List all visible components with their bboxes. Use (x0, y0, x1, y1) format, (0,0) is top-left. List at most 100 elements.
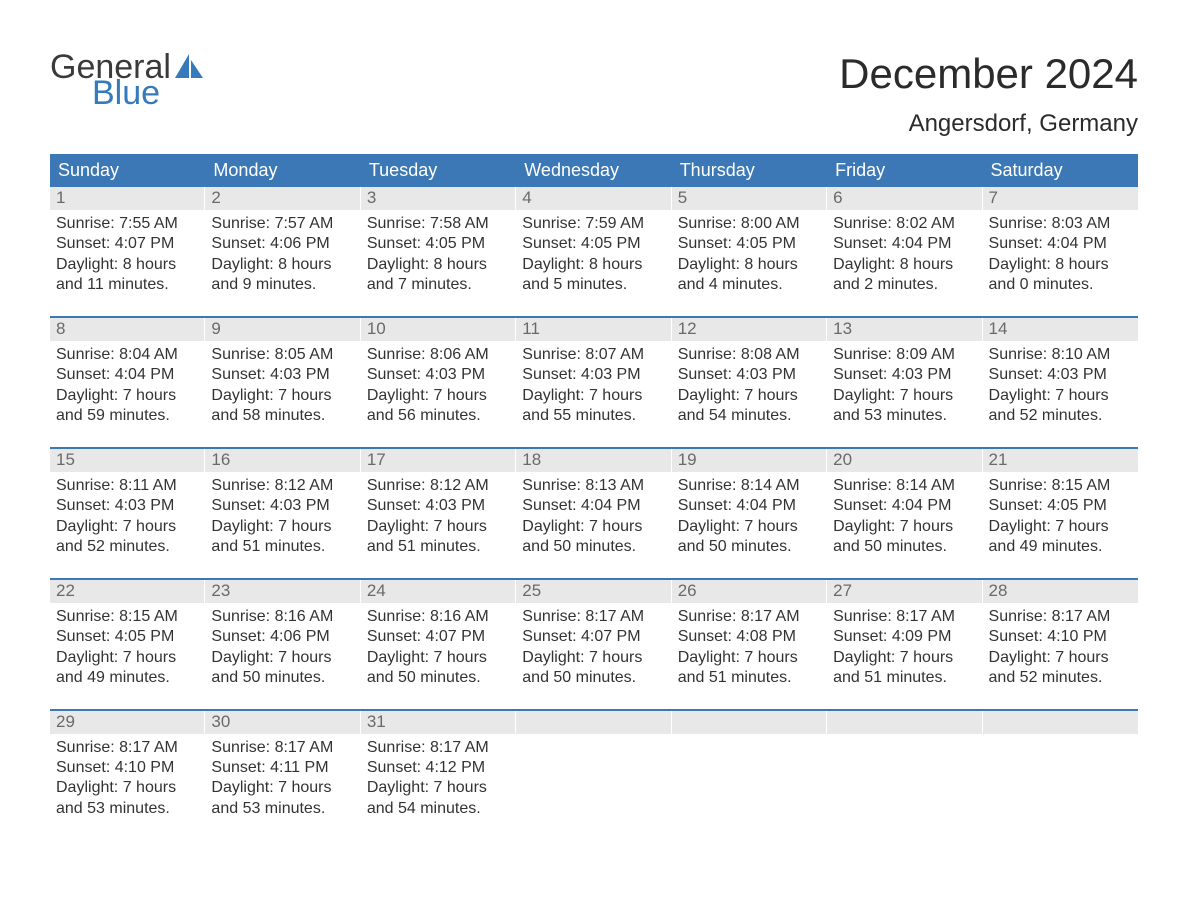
day-number: 2 (205, 187, 360, 210)
daylight-line-1: Daylight: 7 hours (56, 778, 199, 798)
day-number: 29 (50, 711, 205, 734)
daylight-line-2: and 5 minutes. (522, 275, 665, 295)
day-details: Sunrise: 8:17 AMSunset: 4:10 PMDaylight:… (50, 734, 205, 824)
daylight-line-1: Daylight: 7 hours (211, 386, 354, 406)
daylight-line-1: Daylight: 7 hours (989, 517, 1132, 537)
day-details (983, 734, 1138, 742)
sunrise-line: Sunrise: 8:09 AM (833, 345, 976, 365)
sunrise-line: Sunrise: 8:08 AM (678, 345, 821, 365)
sunrise-line: Sunrise: 8:17 AM (211, 738, 354, 758)
day-details: Sunrise: 7:55 AMSunset: 4:07 PMDaylight:… (50, 210, 205, 300)
day-number (672, 711, 827, 734)
calendar-day: 6Sunrise: 8:02 AMSunset: 4:04 PMDaylight… (827, 187, 982, 300)
day-details: Sunrise: 8:16 AMSunset: 4:06 PMDaylight:… (205, 603, 360, 693)
calendar-day: 24Sunrise: 8:16 AMSunset: 4:07 PMDayligh… (361, 580, 516, 693)
sunrise-line: Sunrise: 7:59 AM (522, 214, 665, 234)
day-details: Sunrise: 8:06 AMSunset: 4:03 PMDaylight:… (361, 341, 516, 431)
daylight-line-1: Daylight: 7 hours (522, 517, 665, 537)
sunset-line: Sunset: 4:05 PM (522, 234, 665, 254)
calendar-day (983, 711, 1138, 824)
daylight-line-1: Daylight: 7 hours (211, 778, 354, 798)
daylight-line-1: Daylight: 7 hours (989, 648, 1132, 668)
month-title: December 2024 (839, 50, 1138, 98)
day-number: 8 (50, 318, 205, 341)
calendar-day: 4Sunrise: 7:59 AMSunset: 4:05 PMDaylight… (516, 187, 671, 300)
day-details: Sunrise: 7:59 AMSunset: 4:05 PMDaylight:… (516, 210, 671, 300)
calendar-day: 25Sunrise: 8:17 AMSunset: 4:07 PMDayligh… (516, 580, 671, 693)
calendar-day: 10Sunrise: 8:06 AMSunset: 4:03 PMDayligh… (361, 318, 516, 431)
calendar-day: 9Sunrise: 8:05 AMSunset: 4:03 PMDaylight… (205, 318, 360, 431)
daylight-line-2: and 54 minutes. (678, 406, 821, 426)
sunrise-line: Sunrise: 8:17 AM (989, 607, 1132, 627)
day-details: Sunrise: 8:08 AMSunset: 4:03 PMDaylight:… (672, 341, 827, 431)
calendar-day: 23Sunrise: 8:16 AMSunset: 4:06 PMDayligh… (205, 580, 360, 693)
sail-icon (175, 52, 205, 86)
day-number: 20 (827, 449, 982, 472)
daylight-line-1: Daylight: 8 hours (367, 255, 510, 275)
sunset-line: Sunset: 4:05 PM (989, 496, 1132, 516)
day-details (672, 734, 827, 742)
sunset-line: Sunset: 4:04 PM (56, 365, 199, 385)
sunset-line: Sunset: 4:07 PM (56, 234, 199, 254)
sunrise-line: Sunrise: 8:07 AM (522, 345, 665, 365)
day-details: Sunrise: 8:15 AMSunset: 4:05 PMDaylight:… (50, 603, 205, 693)
day-number: 18 (516, 449, 671, 472)
sunset-line: Sunset: 4:04 PM (833, 496, 976, 516)
daylight-line-1: Daylight: 7 hours (56, 517, 199, 537)
day-number: 6 (827, 187, 982, 210)
day-number (827, 711, 982, 734)
daylight-line-2: and 50 minutes. (678, 537, 821, 557)
day-number: 25 (516, 580, 671, 603)
day-details: Sunrise: 8:17 AMSunset: 4:07 PMDaylight:… (516, 603, 671, 693)
day-details: Sunrise: 8:17 AMSunset: 4:11 PMDaylight:… (205, 734, 360, 824)
daylight-line-1: Daylight: 7 hours (678, 386, 821, 406)
day-details: Sunrise: 8:17 AMSunset: 4:12 PMDaylight:… (361, 734, 516, 824)
day-details (827, 734, 982, 742)
sunrise-line: Sunrise: 8:05 AM (211, 345, 354, 365)
sunrise-line: Sunrise: 7:55 AM (56, 214, 199, 234)
calendar-day: 27Sunrise: 8:17 AMSunset: 4:09 PMDayligh… (827, 580, 982, 693)
weekday-header: Friday (827, 154, 982, 187)
sunset-line: Sunset: 4:10 PM (989, 627, 1132, 647)
daylight-line-1: Daylight: 8 hours (211, 255, 354, 275)
sunrise-line: Sunrise: 7:57 AM (211, 214, 354, 234)
day-number: 24 (361, 580, 516, 603)
daylight-line-1: Daylight: 8 hours (989, 255, 1132, 275)
daylight-line-2: and 7 minutes. (367, 275, 510, 295)
calendar-week: 29Sunrise: 8:17 AMSunset: 4:10 PMDayligh… (50, 709, 1138, 824)
daylight-line-2: and 0 minutes. (989, 275, 1132, 295)
daylight-line-1: Daylight: 7 hours (989, 386, 1132, 406)
sunrise-line: Sunrise: 8:16 AM (211, 607, 354, 627)
calendar-day: 17Sunrise: 8:12 AMSunset: 4:03 PMDayligh… (361, 449, 516, 562)
daylight-line-1: Daylight: 7 hours (56, 386, 199, 406)
calendar-grid: SundayMondayTuesdayWednesdayThursdayFrid… (50, 154, 1138, 823)
calendar-week: 22Sunrise: 8:15 AMSunset: 4:05 PMDayligh… (50, 578, 1138, 693)
day-number: 7 (983, 187, 1138, 210)
sunset-line: Sunset: 4:03 PM (833, 365, 976, 385)
day-details: Sunrise: 8:10 AMSunset: 4:03 PMDaylight:… (983, 341, 1138, 431)
daylight-line-2: and 56 minutes. (367, 406, 510, 426)
sunrise-line: Sunrise: 8:17 AM (678, 607, 821, 627)
sunrise-line: Sunrise: 8:17 AM (522, 607, 665, 627)
calendar-day: 30Sunrise: 8:17 AMSunset: 4:11 PMDayligh… (205, 711, 360, 824)
daylight-line-1: Daylight: 7 hours (678, 648, 821, 668)
calendar-day: 19Sunrise: 8:14 AMSunset: 4:04 PMDayligh… (672, 449, 827, 562)
daylight-line-1: Daylight: 7 hours (367, 648, 510, 668)
daylight-line-2: and 53 minutes. (211, 799, 354, 819)
sunrise-line: Sunrise: 7:58 AM (367, 214, 510, 234)
weeks-container: 1Sunrise: 7:55 AMSunset: 4:07 PMDaylight… (50, 187, 1138, 823)
sunrise-line: Sunrise: 8:15 AM (56, 607, 199, 627)
sunset-line: Sunset: 4:04 PM (833, 234, 976, 254)
calendar-day (827, 711, 982, 824)
sunset-line: Sunset: 4:06 PM (211, 627, 354, 647)
daylight-line-2: and 50 minutes. (833, 537, 976, 557)
calendar-day: 15Sunrise: 8:11 AMSunset: 4:03 PMDayligh… (50, 449, 205, 562)
calendar-day: 1Sunrise: 7:55 AMSunset: 4:07 PMDaylight… (50, 187, 205, 300)
sunrise-line: Sunrise: 8:16 AM (367, 607, 510, 627)
calendar-day: 28Sunrise: 8:17 AMSunset: 4:10 PMDayligh… (983, 580, 1138, 693)
daylight-line-2: and 54 minutes. (367, 799, 510, 819)
day-number: 11 (516, 318, 671, 341)
weekday-header: Thursday (672, 154, 827, 187)
daylight-line-1: Daylight: 7 hours (833, 648, 976, 668)
calendar-page: General Blue December 2024 Angersdorf, G… (0, 0, 1188, 853)
